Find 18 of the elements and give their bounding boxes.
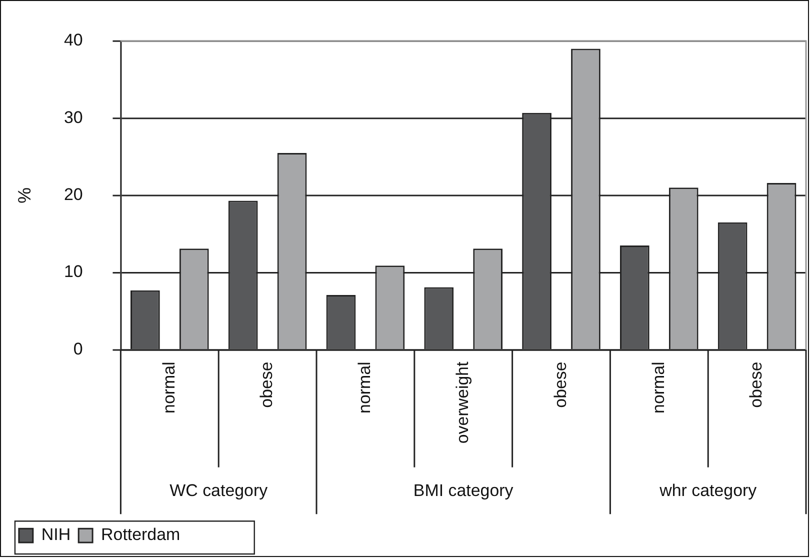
text: whr category xyxy=(658,480,758,500)
legend-label: Rotterdam xyxy=(101,525,180,544)
y-axis-title: % xyxy=(14,187,35,204)
text: BMI category xyxy=(413,480,514,500)
y-tick-label: 0 xyxy=(73,339,83,358)
x-tick-label: obese xyxy=(257,362,276,408)
x-tick-label: normal xyxy=(648,362,668,414)
y-tick-label: 30 xyxy=(64,108,83,127)
legend-label: NIH xyxy=(41,525,71,544)
x-tick-label: obese xyxy=(550,362,570,408)
y-tick-label: 20 xyxy=(64,185,83,204)
x-tick-label: obese xyxy=(746,362,766,408)
y-tick-label: 10 xyxy=(64,262,83,282)
y-tick-label: 40 xyxy=(64,30,83,50)
x-tick-label: normal xyxy=(159,362,178,414)
text: WC category xyxy=(170,480,268,500)
x-tick-label: overweight xyxy=(453,361,472,444)
x-tick-label: normal xyxy=(355,362,374,414)
